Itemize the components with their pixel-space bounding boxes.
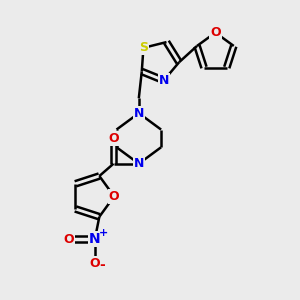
Text: N: N (89, 232, 101, 246)
Text: S: S (139, 41, 148, 54)
Text: N: N (134, 157, 144, 170)
Text: N: N (159, 74, 169, 87)
Text: -: - (99, 258, 105, 272)
Text: O: O (90, 257, 100, 270)
Text: +: + (99, 228, 108, 238)
Text: N: N (134, 107, 144, 120)
Text: O: O (109, 190, 119, 203)
Text: O: O (63, 232, 74, 245)
Text: O: O (210, 26, 221, 39)
Text: O: O (108, 132, 119, 145)
